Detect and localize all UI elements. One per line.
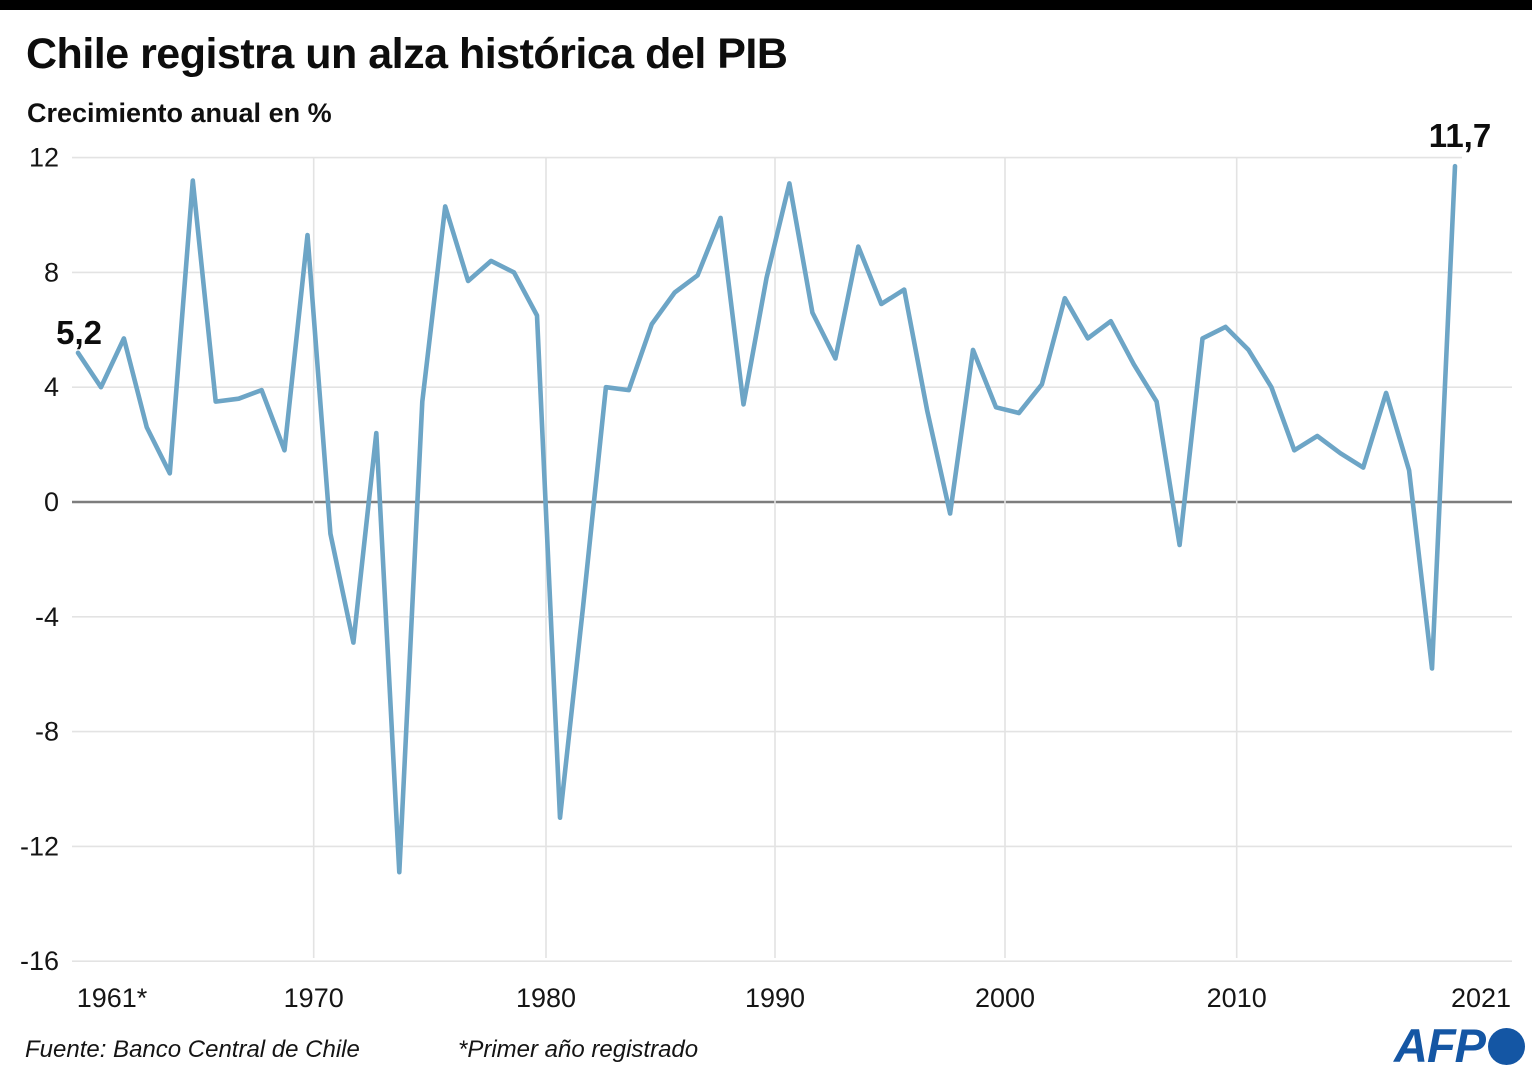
afp-globe-icon [1488, 1028, 1525, 1065]
afp-logo: AFP [1394, 1022, 1525, 1069]
x-tick-label-1980: 1980 [516, 983, 576, 1013]
x-tick-label-1990: 1990 [745, 983, 805, 1013]
y-tick-label-8: 8 [44, 257, 59, 287]
y-tick-label--16: -16 [20, 946, 59, 976]
x-tick-label-1961: 1961* [77, 983, 148, 1013]
afp-logo-text: AFP [1394, 1019, 1486, 1072]
page-title: Chile registra un alza histórica del PIB [26, 30, 788, 78]
y-tick-label-4: 4 [44, 372, 59, 402]
y-tick-label-12: 12 [29, 143, 59, 173]
last-value-annotation: 11,7 [1429, 117, 1491, 154]
x-tick-label-2021: 2021 [1451, 983, 1511, 1013]
chart-subtitle: Crecimiento anual en % [27, 98, 332, 128]
vertical-gridlines [312, 157, 1238, 958]
x-tick-label-1970: 1970 [284, 983, 344, 1013]
x-tick-label-2010: 2010 [1207, 983, 1267, 1013]
y-tick-label--8: -8 [35, 717, 59, 747]
top-black-bar [0, 0, 1532, 10]
x-tick-label-2000: 2000 [975, 983, 1035, 1013]
source-credit: Fuente: Banco Central de Chile [25, 1036, 360, 1063]
first-value-annotation: 5,2 [56, 314, 102, 351]
gdp-growth-series-line [75, 163, 1458, 875]
x-axis-tick-labels: 1961* 1970 1980 1990 2000 2010 2021 [77, 983, 1511, 1013]
y-axis-tick-labels: 12 8 4 0 -4 -8 -12 -16 [20, 143, 59, 977]
y-tick-label-0: 0 [44, 487, 59, 517]
footnote: *Primer año registrado [458, 1036, 699, 1063]
y-tick-label--12: -12 [20, 831, 59, 861]
horizontal-gridlines [72, 156, 1512, 963]
y-tick-label--4: -4 [35, 602, 59, 632]
